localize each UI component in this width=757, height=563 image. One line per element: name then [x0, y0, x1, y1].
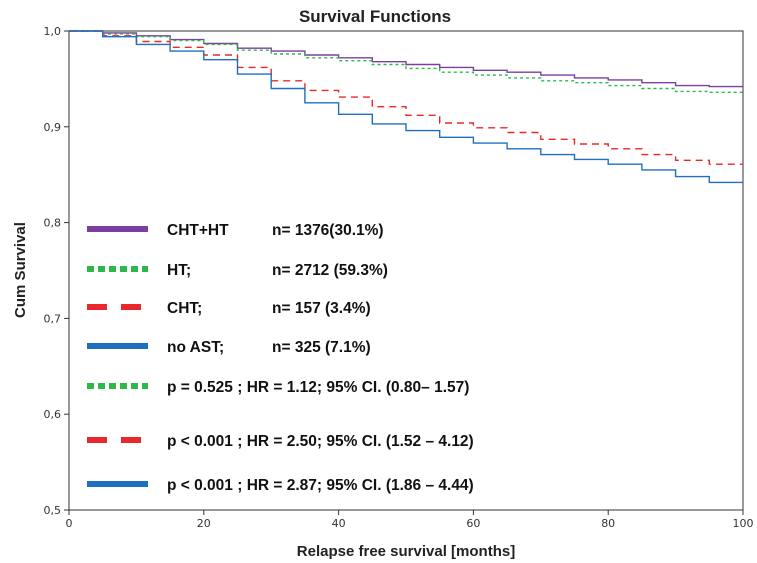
x-tick-label: 60: [466, 517, 480, 530]
legend-series-name: no AST;: [167, 339, 224, 356]
series-line-1: [69, 30, 743, 93]
comparison-text: p = 0.525 ; HR = 1.12; 95% CI. (0.80– 1.…: [167, 379, 469, 396]
x-tick-label: 0: [66, 517, 73, 530]
survival-curves: [69, 30, 743, 184]
legend-series-name: CHT;: [167, 300, 202, 317]
y-tick-label: 0,6: [44, 408, 62, 421]
y-tick-label: 0,8: [44, 217, 62, 230]
legend-series-count: n= 157 (3.4%): [272, 300, 371, 317]
series-line-0: [69, 30, 743, 88]
x-tick-label: 40: [332, 517, 346, 530]
legend-series-name: CHT+HT: [167, 222, 229, 239]
y-tick-label: 0,9: [44, 121, 62, 134]
x-tick-label: 20: [197, 517, 211, 530]
series-line-3: [69, 30, 743, 184]
x-tick-label: 80: [601, 517, 615, 530]
y-axis-label: Cum Survival: [12, 222, 29, 318]
legend-series-count: n= 1376(30.1%): [272, 222, 384, 239]
series-line-2: [69, 30, 743, 165]
plot-frame: [68, 30, 744, 511]
y-tick-label: 0,5: [44, 504, 62, 517]
comparison-text: p < 0.001 ; HR = 2.87; 95% CI. (1.86 – 4…: [167, 477, 474, 494]
legend-series-count: n= 2712 (59.3%): [272, 262, 388, 279]
x-axis: 0 20 40 60 80 100: [66, 510, 754, 530]
x-axis-label: Relapse free survival [months]: [297, 543, 515, 560]
plot-area: [68, 30, 744, 511]
legend: CHT+HT n= 1376(30.1%) HT; n= 2712 (59.3%) CH…: [87, 222, 474, 494]
y-tick-label: 1,0: [44, 25, 62, 38]
y-tick-label: 0,7: [44, 312, 62, 325]
y-axis: 0,5 0,6 0,7 0,8 0,9 1,0: [44, 25, 69, 517]
chart-title: Survival Functions: [299, 7, 451, 26]
legend-series-count: n= 325 (7.1%): [272, 339, 371, 356]
x-tick-label: 100: [733, 517, 754, 530]
comparison-text: p < 0.001 ; HR = 2.50; 95% CI. (1.52 – 4…: [167, 433, 474, 450]
legend-series-name: HT;: [167, 262, 191, 279]
